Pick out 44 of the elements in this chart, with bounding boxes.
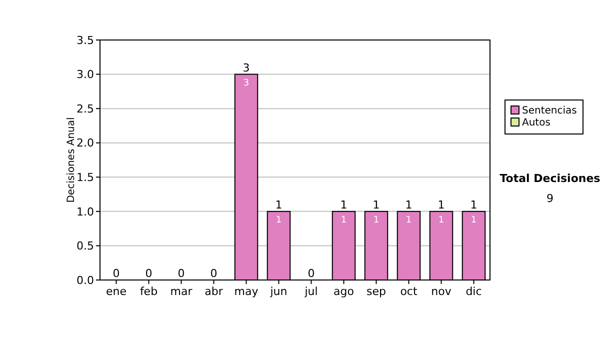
total-label: 1 — [405, 198, 412, 212]
total-label: 1 — [438, 198, 445, 212]
data-label: 1 — [373, 215, 380, 226]
x-tick-label: abr — [204, 285, 224, 298]
total-label: 1 — [340, 198, 348, 212]
x-tick-label: mar — [170, 285, 193, 298]
data-label: 3 — [243, 78, 250, 88]
total-label: 3 — [242, 61, 250, 74]
total-label: 0 — [210, 267, 218, 280]
total-label: 1 — [372, 198, 380, 212]
total-label: 1 — [470, 198, 478, 212]
data-label: 1 — [470, 215, 477, 226]
total-label: 0 — [178, 267, 185, 280]
y-tick-label: 0.0 — [76, 274, 94, 287]
total-label: 1 — [275, 198, 282, 212]
data-label: 1 — [276, 215, 282, 226]
x-tick-label: dic — [466, 285, 482, 298]
text: Total Decisiones — [500, 172, 600, 185]
y-tick-label: 2.5 — [76, 102, 94, 116]
total-label: 0 — [308, 267, 315, 280]
total-label: 0 — [145, 267, 152, 280]
y-tick-label: 3.0 — [76, 68, 94, 82]
total-label: 0 — [112, 267, 120, 280]
data-label: 1 — [406, 215, 412, 226]
x-tick-label: ago — [334, 285, 354, 298]
x-tick-label: jun — [269, 285, 288, 298]
data-label: 1 — [438, 215, 444, 226]
legend-label: Sentencias — [522, 106, 577, 116]
y-tick-label: 2.0 — [76, 136, 94, 150]
y-tick-label: 0.5 — [76, 240, 94, 253]
x-tick-label: nov — [431, 285, 452, 298]
y-tick-label: 3.5 — [76, 34, 94, 47]
x-tick-label: may — [234, 285, 259, 298]
x-tick-label: ene — [106, 285, 127, 298]
x-tick-label: jul — [304, 285, 318, 298]
y-axis-title: Decisiones Anual — [66, 117, 77, 203]
data-label: 1 — [340, 215, 347, 226]
x-tick-label: sep — [366, 285, 386, 298]
y-tick-label: 1.0 — [76, 205, 94, 218]
legend-label: Autos — [522, 118, 550, 128]
text: 9 — [546, 192, 554, 205]
x-tick-label: oct — [400, 285, 418, 298]
x-tick-label: feb — [140, 285, 158, 298]
y-tick-label: 1.5 — [76, 170, 94, 184]
